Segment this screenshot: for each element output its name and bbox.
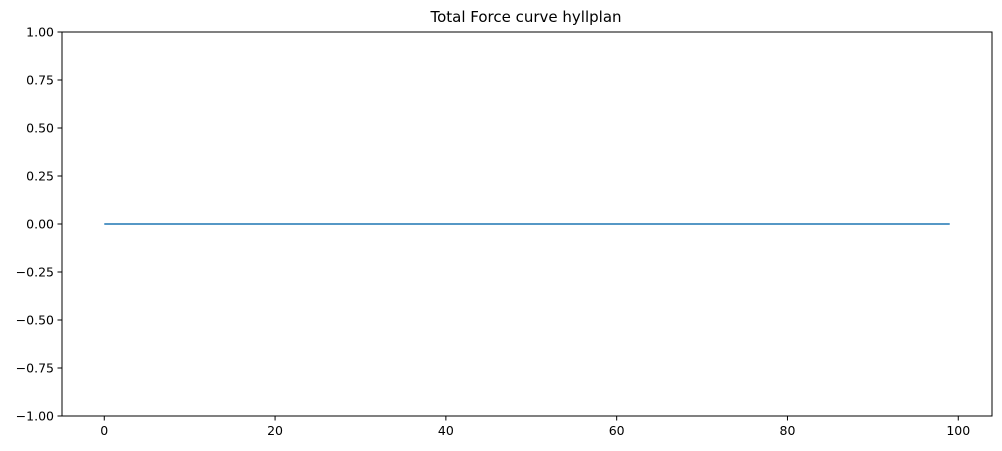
y-tick-label: 0.50: [26, 121, 54, 136]
y-tick-label: −0.75: [16, 361, 54, 376]
x-tick-label: 80: [780, 423, 796, 438]
y-tick-label: 0.00: [26, 217, 54, 232]
x-axis: 0 20 40 60 80 100: [100, 416, 970, 438]
x-tick-label: 40: [438, 423, 454, 438]
y-tick-label: 0.25: [26, 169, 54, 184]
x-tick-label: 20: [267, 423, 283, 438]
y-tick-label: −0.50: [16, 313, 54, 328]
y-axis: 1.00 0.75 0.50 0.25 0.00 −0.25 −0.50 −0.75 −1.00: [16, 25, 62, 424]
y-tick-label: 0.75: [26, 73, 54, 88]
y-tick-label: −0.25: [16, 265, 54, 280]
y-tick-label: 1.00: [26, 25, 54, 40]
y-tick-label: −1.00: [16, 409, 54, 424]
x-tick-label: 0: [100, 423, 108, 438]
chart-title: Total Force curve hyllplan: [429, 8, 621, 26]
x-tick-label: 60: [609, 423, 625, 438]
x-tick-label: 100: [946, 423, 970, 438]
